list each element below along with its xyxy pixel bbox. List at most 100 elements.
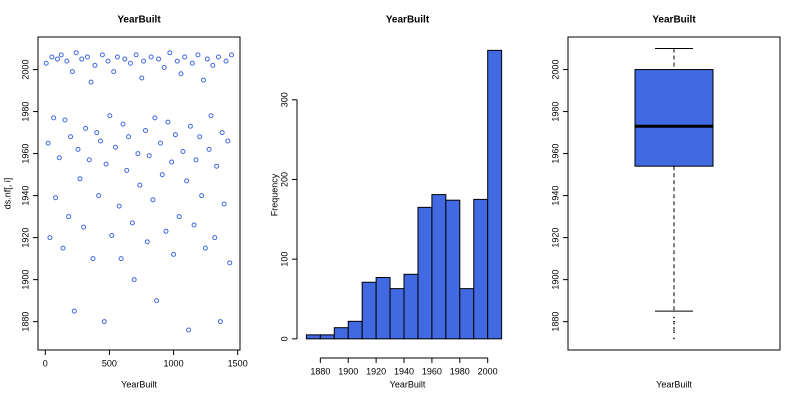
y-tick-label: 1900: [550, 270, 560, 290]
point: [127, 60, 133, 66]
point: [195, 52, 201, 58]
point: [200, 77, 206, 83]
point: [43, 60, 49, 66]
point: [150, 197, 156, 203]
point: [84, 54, 90, 60]
point: [81, 224, 87, 230]
point: [174, 58, 180, 64]
point: [229, 52, 235, 58]
point: [92, 62, 98, 68]
point: [180, 148, 186, 154]
y-tick-label: 0: [279, 336, 289, 341]
point: [142, 127, 148, 133]
point: [167, 50, 173, 56]
x-tick-label: 2000: [478, 366, 498, 376]
point: [101, 319, 107, 325]
y-tick-label: 1960: [550, 144, 560, 164]
outlier: [673, 337, 675, 340]
bar: [431, 194, 447, 340]
y-tick-label: 1900: [20, 270, 30, 290]
y-tick-label: 2000: [550, 60, 560, 80]
point: [159, 172, 165, 178]
point: [157, 140, 163, 146]
point: [62, 117, 68, 123]
point: [212, 235, 218, 241]
point: [107, 113, 113, 119]
y-axis-label: Frequency: [269, 173, 279, 216]
y-tick-label: 1880: [20, 312, 30, 332]
bar: [487, 49, 503, 340]
point: [219, 130, 225, 136]
point: [199, 193, 205, 199]
point: [103, 161, 109, 167]
point: [161, 64, 167, 70]
point: [68, 134, 74, 140]
point: [186, 327, 192, 333]
y-tick-label: 1880: [550, 312, 560, 332]
point: [120, 121, 126, 127]
point: [97, 138, 103, 144]
y-tick-label: 2000: [20, 60, 30, 80]
point: [124, 167, 130, 173]
point: [105, 58, 111, 64]
outlier: [673, 322, 675, 325]
point: [191, 222, 197, 228]
point: [73, 50, 79, 56]
point: [204, 56, 210, 62]
point: [144, 239, 150, 245]
point: [54, 56, 60, 62]
y-tick-label: 1980: [550, 102, 560, 122]
bar: [305, 334, 321, 340]
point: [214, 163, 220, 169]
point: [187, 123, 193, 129]
x-tick-label: 1900: [338, 366, 358, 376]
point: [137, 182, 143, 188]
panel-title: YearBuilt: [386, 15, 430, 26]
point: [193, 157, 199, 163]
point: [111, 69, 117, 75]
point: [112, 144, 118, 150]
point: [141, 58, 147, 64]
bar: [403, 273, 419, 340]
point: [114, 54, 120, 60]
point: [171, 251, 177, 257]
point: [129, 220, 135, 226]
point: [45, 140, 51, 146]
y-tick-label: 1980: [20, 102, 30, 122]
point: [133, 52, 139, 58]
point: [227, 260, 233, 266]
y-tick-label: 1940: [550, 186, 560, 206]
bar: [333, 327, 349, 340]
x-tick-label: 1500: [228, 358, 248, 368]
point: [178, 71, 184, 77]
point: [156, 56, 162, 62]
point: [99, 52, 105, 58]
point: [189, 60, 195, 66]
point: [184, 178, 190, 184]
x-tick-label: 0: [43, 358, 48, 368]
point: [56, 155, 62, 161]
bar: [319, 334, 335, 340]
point: [152, 115, 158, 121]
x-tick-label: 1960: [422, 366, 442, 376]
x-axis-label: YearBuilt: [390, 379, 426, 389]
point: [223, 58, 229, 64]
point: [58, 52, 64, 58]
y-tick-label: 1920: [550, 228, 560, 248]
outlier: [673, 327, 675, 329]
point: [88, 79, 94, 85]
point: [197, 134, 203, 140]
panel-title: YearBuilt: [117, 15, 161, 26]
y-tick-label: 300: [279, 92, 289, 107]
point: [210, 62, 216, 68]
point: [94, 130, 100, 136]
y-tick-label: 1960: [20, 144, 30, 164]
point: [90, 256, 96, 262]
outlier: [673, 320, 675, 323]
y-axis-label: ds.nf[, i]: [2, 178, 12, 210]
point: [49, 54, 55, 60]
box: [634, 69, 714, 167]
point: [163, 228, 169, 234]
point: [116, 203, 122, 209]
point: [77, 176, 83, 182]
